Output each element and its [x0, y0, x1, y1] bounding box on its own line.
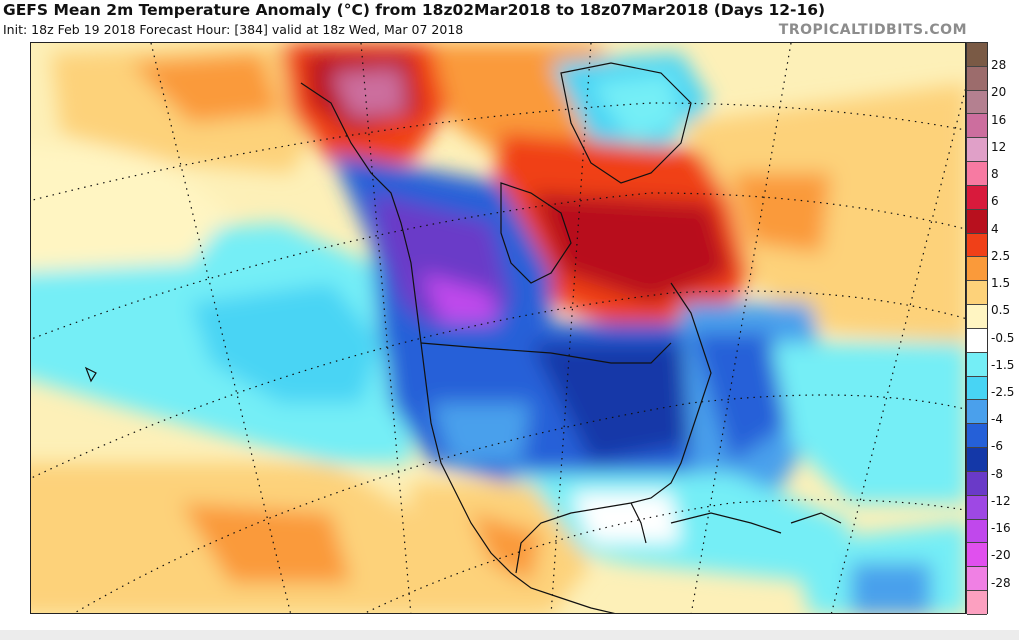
colorbar-swatch — [967, 567, 987, 592]
colorbar-swatch — [967, 352, 987, 377]
colorbar-swatch — [967, 448, 987, 472]
colorbar-labels: 28 20 16 12 8 6 4 2.5 1.5 0.5 -0.5 -1.5 -2.5 -4 -6 -8 -1… — [991, 42, 1019, 614]
colorbar-tick-label: 2.5 — [991, 248, 1011, 263]
map-canvas — [31, 43, 965, 613]
colorbar-tick-label: -16 — [991, 521, 1011, 536]
colorbar-swatch — [967, 185, 987, 210]
colorbar-swatch — [967, 376, 987, 401]
colorbar-tick-label: -0.5 — [991, 330, 1015, 345]
colorbar-swatch — [967, 43, 987, 67]
source-watermark: TROPICALTIDBITS.COM — [778, 22, 967, 38]
colorbar — [966, 42, 988, 615]
colorbar-swatch — [967, 328, 987, 353]
coastlines — [84, 62, 842, 613]
colorbar-tick-label: 20 — [991, 85, 1007, 100]
colorbar-swatch — [967, 424, 987, 449]
colorbar-tick-label: -1.5 — [991, 357, 1015, 372]
colorbar-swatch — [967, 495, 987, 520]
colorbar-tick-label: 4 — [991, 221, 999, 236]
colorbar-swatch — [967, 471, 987, 496]
bottom-strip — [0, 630, 1019, 640]
colorbar-swatch — [967, 400, 987, 425]
colorbar-tick-label: 0.5 — [991, 303, 1011, 318]
colorbar-tick-label: 28 — [991, 58, 1007, 73]
anomaly-fill-layer — [31, 43, 965, 613]
map-subtitle: Init: 18z Feb 19 2018 Forecast Hour: [38… — [3, 22, 464, 37]
colorbar-tick-label: 16 — [991, 112, 1007, 127]
colorbar-tick-label: 1.5 — [991, 276, 1011, 291]
colorbar-swatch — [967, 209, 987, 234]
colorbar-swatch — [967, 591, 987, 615]
colorbar-tick-label: -20 — [991, 548, 1011, 563]
colorbar-swatch — [967, 543, 987, 568]
map-title: GEFS Mean 2m Temperature Anomaly (°C) fr… — [3, 1, 826, 19]
colorbar-swatch — [967, 257, 987, 282]
colorbar-tick-label: -6 — [991, 439, 1003, 454]
temperature-anomaly-map — [30, 42, 966, 614]
colorbar-swatch — [967, 66, 987, 91]
graticule — [31, 43, 965, 613]
colorbar-tick-label: 12 — [991, 139, 1007, 154]
colorbar-tick-label: -28 — [991, 575, 1011, 590]
colorbar-tick-label: 8 — [991, 167, 999, 182]
colorbar-tick-label: 6 — [991, 194, 999, 209]
colorbar-swatch — [967, 233, 987, 258]
colorbar-swatch — [967, 162, 987, 186]
colorbar-tick-label: -12 — [991, 493, 1011, 508]
colorbar-tick-label: -8 — [991, 466, 1003, 481]
colorbar-swatch — [967, 519, 987, 544]
colorbar-tick-label: -2.5 — [991, 385, 1015, 399]
colorbar-tick-label: -4 — [991, 412, 1003, 427]
colorbar-swatch — [967, 305, 987, 329]
colorbar-swatch — [967, 90, 987, 115]
colorbar-swatch — [967, 114, 987, 139]
colorbar-swatch — [967, 138, 987, 163]
colorbar-swatch — [967, 281, 987, 306]
